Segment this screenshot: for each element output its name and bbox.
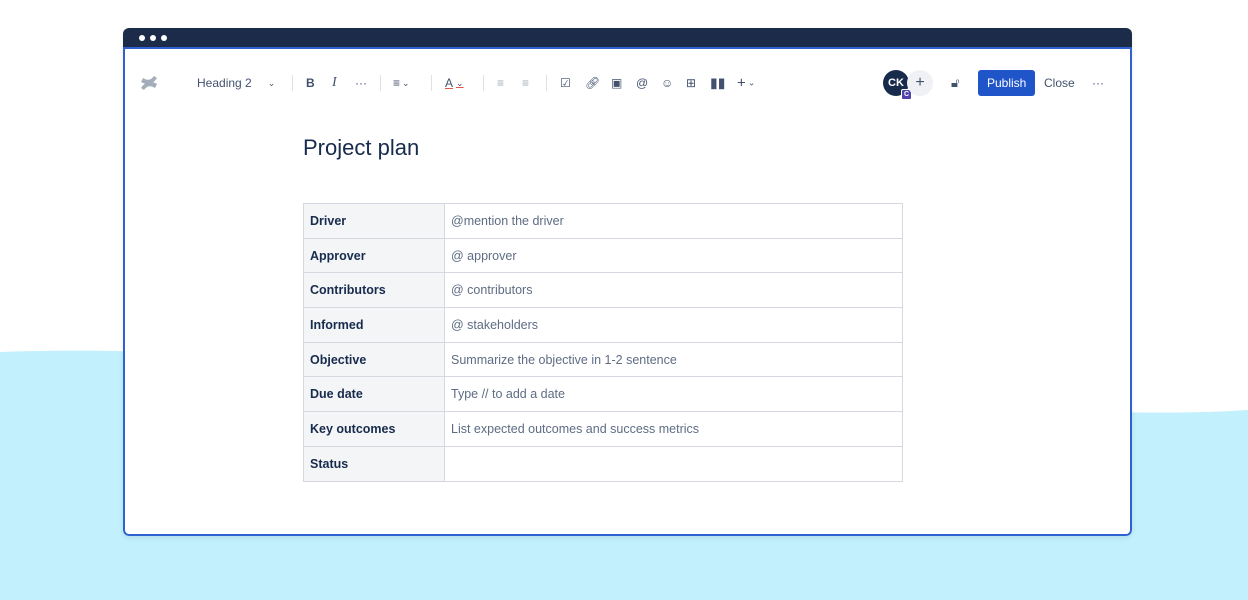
- avatar-badge: C: [901, 89, 912, 100]
- window-titlebar: [123, 28, 1132, 48]
- more-formatting-icon[interactable]: ···: [355, 76, 367, 90]
- table-row: Approver @ approver: [303, 237, 903, 274]
- row-value-cell[interactable]: @mention the driver: [444, 203, 903, 239]
- window-dot: [150, 35, 156, 41]
- divider: [483, 75, 484, 91]
- window-dot: [139, 35, 145, 41]
- bold-icon[interactable]: B: [306, 76, 315, 90]
- table-row: Objective Summarize the objective in 1-2 …: [303, 341, 903, 378]
- row-label: Informed: [303, 307, 445, 343]
- divider: [292, 75, 293, 91]
- table-row: Status: [303, 445, 903, 482]
- table-row: Key outcomes List expected outcomes and s…: [303, 411, 903, 447]
- window-dot: [161, 35, 167, 41]
- row-value-cell[interactable]: List expected outcomes and success metri…: [444, 411, 903, 447]
- row-label: Status: [303, 445, 445, 482]
- image-icon[interactable]: ▣: [611, 76, 623, 90]
- table-row: Informed @ stakeholders: [303, 307, 903, 343]
- row-label: Due date: [303, 376, 445, 413]
- row-label: Approver: [303, 237, 445, 274]
- italic-icon[interactable]: I: [332, 75, 337, 90]
- confluence-logo-icon: [139, 73, 159, 93]
- unlock-icon[interactable]: 🔓︎: [951, 75, 960, 90]
- numbered-list-icon[interactable]: ≡: [522, 76, 530, 90]
- row-value-cell[interactable]: Type // to add a date: [444, 376, 903, 413]
- text-color-icon[interactable]: A ⌄: [445, 76, 464, 90]
- row-value-cell[interactable]: [444, 445, 903, 482]
- editor-window: Heading 2 ⌄ B I ··· ≡ ⌄ A ⌄ ≡ ≡ ☑ 🔗︎ ▣ @ ☺ …: [123, 28, 1132, 536]
- table-row: Driver @mention the driver: [303, 203, 903, 239]
- link-icon[interactable]: 🔗︎: [585, 76, 601, 90]
- close-button[interactable]: Close: [1044, 76, 1075, 90]
- row-label: Contributors: [303, 272, 445, 309]
- text-style-dropdown[interactable]: Heading 2 ⌄: [197, 76, 275, 90]
- task-checkbox-icon[interactable]: ☑: [560, 76, 571, 90]
- mention-icon[interactable]: @: [636, 76, 649, 90]
- alignment-icon[interactable]: ≡ ⌄: [393, 76, 410, 90]
- insert-plus-icon[interactable]: + ⌄: [737, 74, 756, 92]
- table-row: Contributors @ contributors: [303, 272, 903, 309]
- row-label: Driver: [303, 203, 445, 239]
- invite-plus-button[interactable]: +: [907, 70, 933, 96]
- publish-button[interactable]: Publish: [978, 70, 1036, 96]
- emoji-icon[interactable]: ☺: [661, 76, 674, 90]
- row-value-cell[interactable]: Summarize the objective in 1-2 sentence: [444, 341, 903, 378]
- row-label: Key outcomes: [303, 411, 445, 447]
- table-row: Due date Type // to add a date: [303, 376, 903, 413]
- project-plan-table: Driver @mention the driver Approver @ appro…: [303, 203, 903, 482]
- bullet-list-icon[interactable]: ≡: [497, 76, 505, 90]
- page-title[interactable]: Project plan: [303, 135, 420, 160]
- row-value-cell[interactable]: @ approver: [444, 237, 903, 274]
- divider: [546, 75, 547, 91]
- chevron-down-icon: ⌄: [267, 77, 276, 88]
- row-value-cell[interactable]: @ contributors: [444, 272, 903, 309]
- divider: [431, 75, 432, 91]
- row-value-cell[interactable]: @ stakeholders: [444, 307, 903, 343]
- divider: [380, 75, 381, 91]
- avatar-initials: CK: [888, 77, 904, 89]
- text-style-label: Heading 2: [197, 76, 252, 90]
- avatar[interactable]: CK C: [883, 70, 912, 100]
- editor-body: Heading 2 ⌄ B I ··· ≡ ⌄ A ⌄ ≡ ≡ ☑ 🔗︎ ▣ @ ☺ …: [123, 47, 1132, 536]
- editor-toolbar: Heading 2 ⌄ B I ··· ≡ ⌄ A ⌄ ≡ ≡ ☑ 🔗︎ ▣ @ ☺ …: [125, 69, 1130, 100]
- row-label: Objective: [303, 341, 445, 378]
- more-options-icon[interactable]: ···: [1092, 76, 1104, 90]
- table-icon[interactable]: ⊞: [686, 76, 697, 90]
- layout-icon[interactable]: ▮▮: [710, 74, 726, 91]
